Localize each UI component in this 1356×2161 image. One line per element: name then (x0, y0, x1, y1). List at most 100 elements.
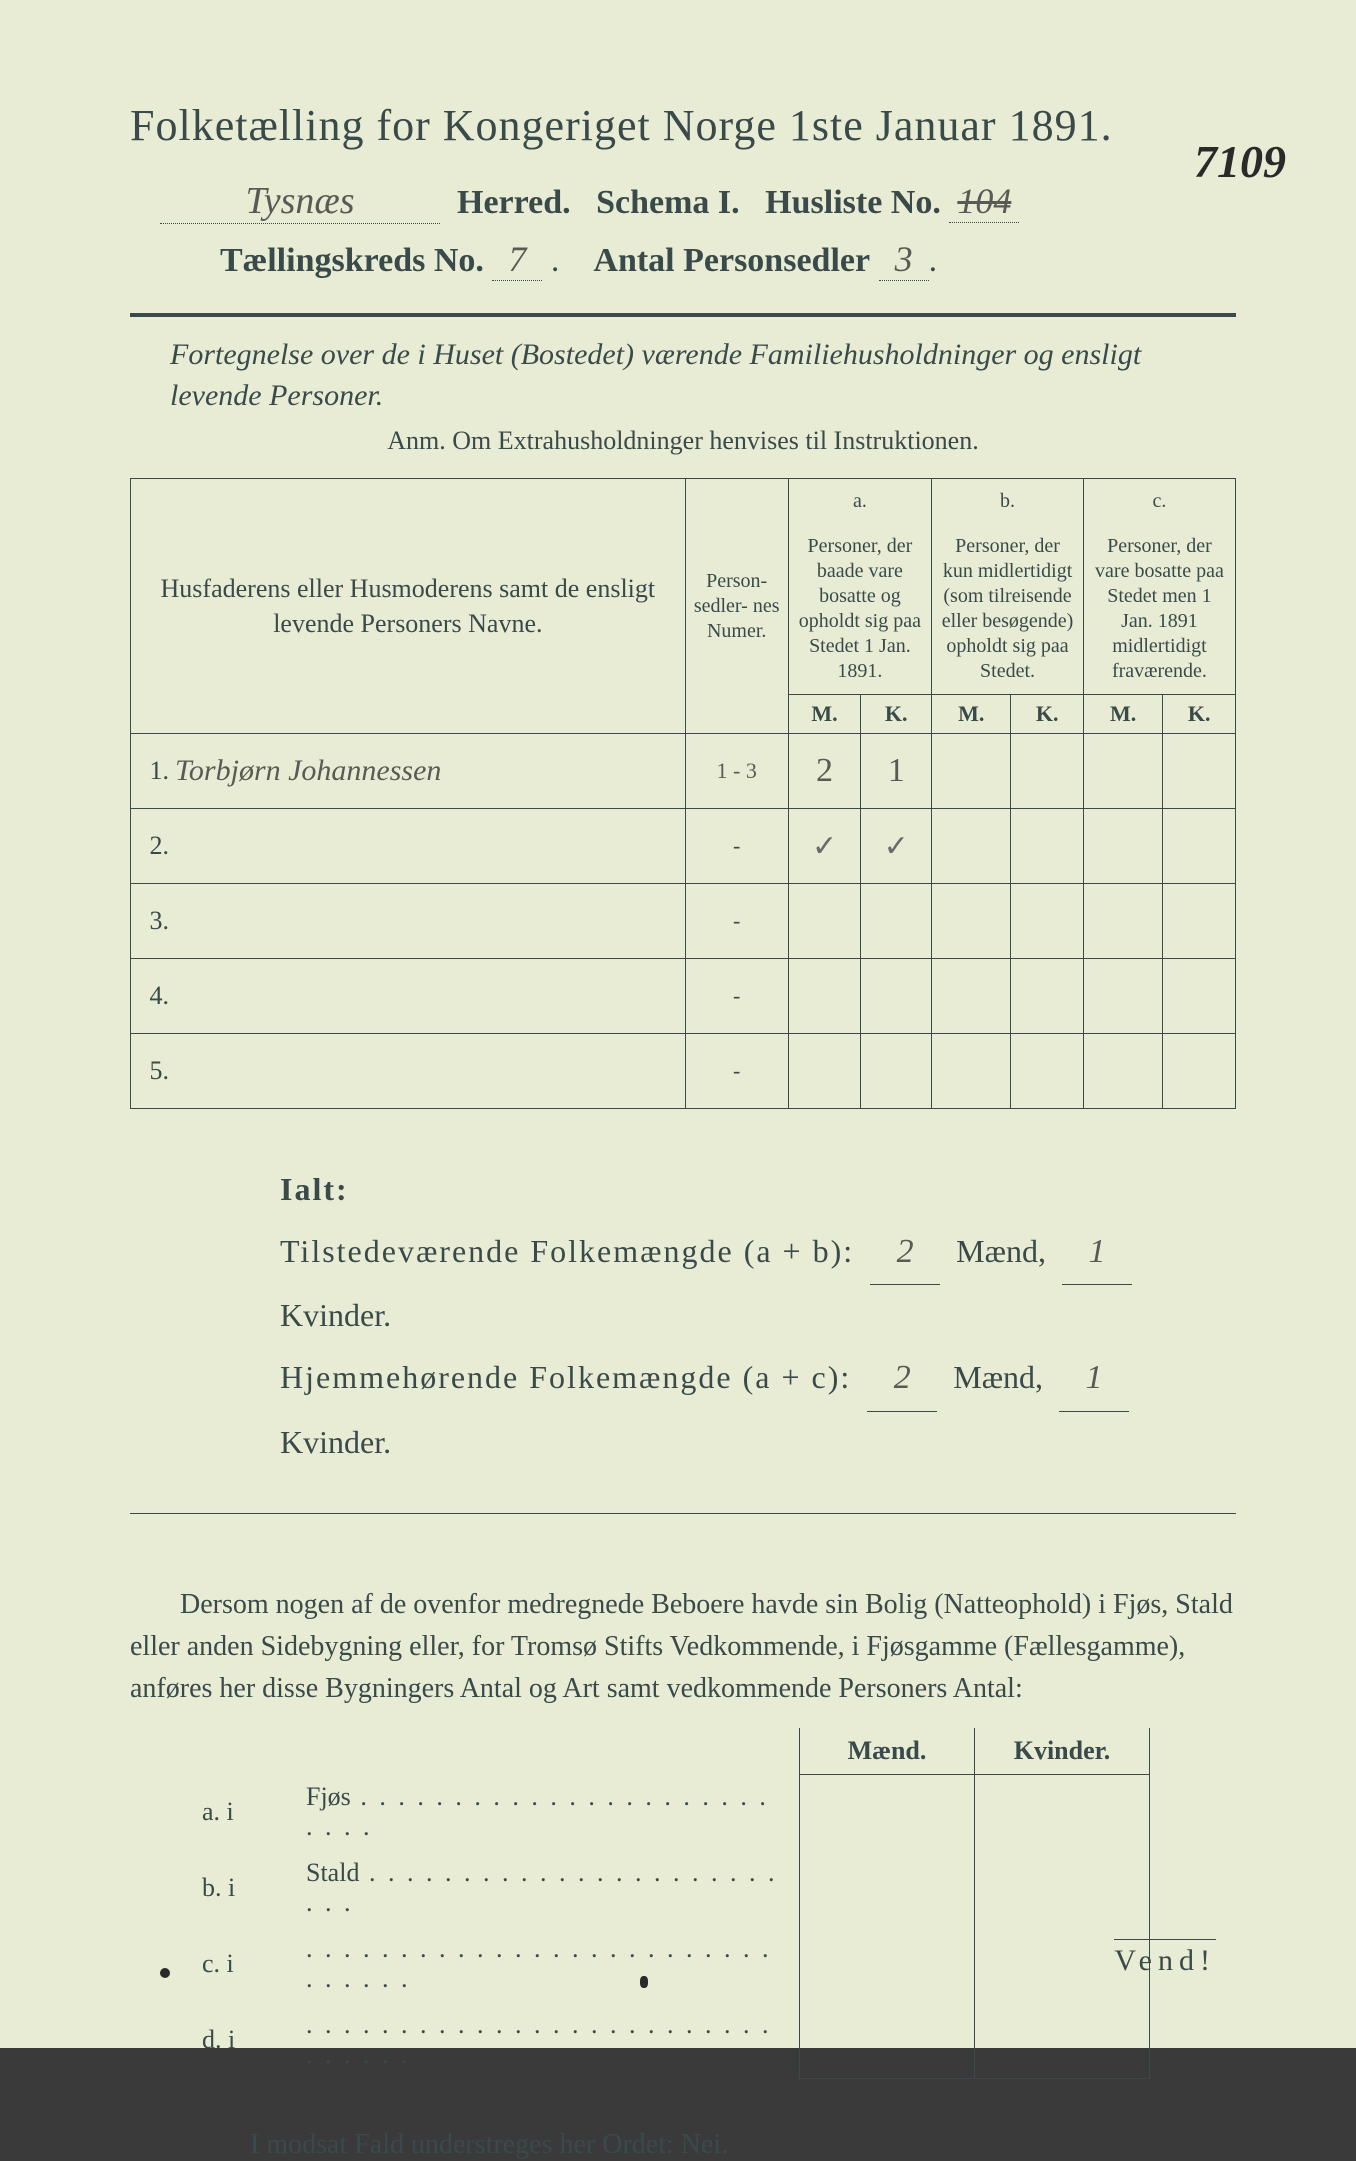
sub-m-val (800, 1774, 975, 1850)
check: ✓ (884, 830, 909, 863)
c-m: M. (1083, 695, 1162, 734)
schema-label: Schema I. (596, 184, 740, 221)
antal-value: 3 (879, 238, 929, 281)
sub-label: Stald . . . . . . . . . . . . . . . . . … (294, 1850, 800, 1926)
sub-m-val (800, 1926, 975, 2002)
sub-row: d. i . . . . . . . . . . . . . . . . . .… (190, 2002, 1150, 2078)
vend-label: Vend! (1114, 1939, 1216, 1978)
sub-label: . . . . . . . . . . . . . . . . . . . . … (294, 1926, 800, 2002)
row-pers: - (685, 809, 788, 884)
herred-label: Herred. (457, 184, 571, 221)
sub-l: Stald (306, 1858, 359, 1887)
dots: . . . . . . . . . . . . . . . . . . . . … (306, 1858, 777, 1917)
row-b-m (932, 809, 1011, 884)
kreds-value: 7 (492, 238, 542, 281)
sub-k-val (975, 2002, 1150, 2078)
table-row: 3. - (131, 884, 1236, 959)
census-form-page: 7109 Folketælling for Kongeriget Norge 1… (0, 0, 1356, 2048)
husliste-label: Husliste No. (765, 184, 941, 221)
col-names-header: Husfaderens eller Husmoderens samt de en… (131, 479, 686, 734)
col-a-header: Personer, der baade vare bosatte og opho… (788, 524, 931, 695)
row-b-k (1011, 809, 1084, 884)
kvinder-label: Kvinder. (280, 1424, 391, 1460)
a-k: K. (861, 695, 932, 734)
row-a-m: 2 (788, 734, 861, 809)
header-line-3: Tællingskreds No. 7 . Antal Personsedler… (220, 238, 1236, 281)
sub-m-val (800, 1850, 975, 1926)
husliste-value-struck: 104 (949, 180, 1019, 223)
dots: . . . . . . . . . . . . . . . . . . . . … (306, 1934, 772, 1993)
row-pers: - (685, 1034, 788, 1109)
table-row: 4. - (131, 959, 1236, 1034)
c-k: K. (1163, 695, 1236, 734)
sub-key: c. i (190, 1926, 294, 2002)
row-name (169, 1034, 685, 1109)
b-m: M. (932, 695, 1011, 734)
kreds-label: Tællingskreds No. (220, 242, 484, 279)
t2-k: 1 (1059, 1346, 1129, 1412)
t2-label: Hjemmehørende Folkemængde (a + c): (280, 1359, 851, 1395)
row-c-m (1083, 734, 1162, 809)
header-line-2: Tysnæs Herred. Schema I. Husliste No. 10… (160, 179, 1236, 224)
row-num: 3. (131, 884, 170, 959)
sub-m: Mænd. (800, 1728, 975, 1775)
val: 1 (869, 752, 923, 790)
sub-row: b. i Stald . . . . . . . . . . . . . . .… (190, 1850, 1150, 1926)
divider-thick (130, 313, 1236, 317)
totals-block: Ialt: Tilstedeværende Folkemængde (a + b… (280, 1159, 1236, 1473)
totals-line-2: Hjemmehørende Folkemængde (a + c): 2 Mæn… (280, 1346, 1236, 1472)
sub-label: Fjøs . . . . . . . . . . . . . . . . . .… (294, 1774, 800, 1850)
antal-label: Antal Personsedler (593, 242, 870, 279)
form-subtitle: Fortegnelse over de i Huset (Bostedet) v… (170, 335, 1236, 416)
row-c-k (1163, 809, 1236, 884)
col-names-text: Husfaderens eller Husmoderens samt de en… (161, 574, 656, 638)
sub-row: c. i . . . . . . . . . . . . . . . . . .… (190, 1926, 1150, 2002)
sub-k: Kvinder. (975, 1728, 1150, 1775)
sub-m-val (800, 2002, 975, 2078)
table-row: 2. - ✓ ✓ (131, 809, 1236, 884)
main-table: Husfaderens eller Husmoderens samt de en… (130, 478, 1236, 1109)
row-c-k (1163, 734, 1236, 809)
maend-label: Mænd, (956, 1233, 1046, 1269)
sub-key: b. i (190, 1850, 294, 1926)
t2-m: 2 (867, 1346, 937, 1412)
margin-husliste-number: 7109 (1194, 135, 1286, 188)
col-c-key: c. (1083, 479, 1235, 525)
closing-line: I modsat Fald understreges her Ordet: Ne… (250, 2129, 1236, 2161)
row-num: 2. (131, 809, 170, 884)
totals-line-1: Tilstedeværende Folkemængde (a + b): 2 M… (280, 1220, 1236, 1346)
row-a-k: ✓ (861, 809, 932, 884)
t1-m: 2 (870, 1220, 940, 1286)
row-b-m (932, 734, 1011, 809)
sub-row: a. i Fjøs . . . . . . . . . . . . . . . … (190, 1774, 1150, 1850)
paragraph: Dersom nogen af de ovenfor medregnede Be… (130, 1584, 1236, 1710)
table-row: 5. - (131, 1034, 1236, 1109)
val: 2 (797, 752, 853, 790)
table-row: 1. Torbjørn Johannessen 1 - 3 2 1 (131, 734, 1236, 809)
kvinder-label: Kvinder. (280, 1297, 391, 1333)
row-b-k (1011, 734, 1084, 809)
row-pers: 1 - 3 (685, 734, 788, 809)
sub-key: d. i (190, 2002, 294, 2078)
row-name: Torbjørn Johannessen (169, 734, 685, 809)
ialt-label: Ialt: (280, 1159, 1236, 1220)
dots: . . . . . . . . . . . . . . . . . . . . … (306, 2010, 772, 2069)
row-name (169, 809, 685, 884)
row-pers: - (685, 959, 788, 1034)
form-title: Folketælling for Kongeriget Norge 1ste J… (130, 100, 1236, 151)
row-a-m: ✓ (788, 809, 861, 884)
herred-value: Tysnæs (160, 179, 440, 224)
sub-label: . . . . . . . . . . . . . . . . . . . . … (294, 2002, 800, 2078)
form-anm: Anm. Om Extrahusholdninger henvises til … (130, 426, 1236, 456)
row-pers: - (685, 884, 788, 959)
row-c-m (1083, 809, 1162, 884)
col-pers-header: Person- sedler- nes Numer. (685, 479, 788, 734)
divider-thin (130, 1513, 1236, 1514)
sub-k-val (975, 1774, 1150, 1850)
sub-l: Fjøs (306, 1782, 351, 1811)
maend-label: Mænd, (953, 1359, 1043, 1395)
row-num: 4. (131, 959, 170, 1034)
row-name (169, 884, 685, 959)
col-a-key: a. (788, 479, 931, 525)
t1-label: Tilstedeværende Folkemængde (a + b): (280, 1233, 854, 1269)
